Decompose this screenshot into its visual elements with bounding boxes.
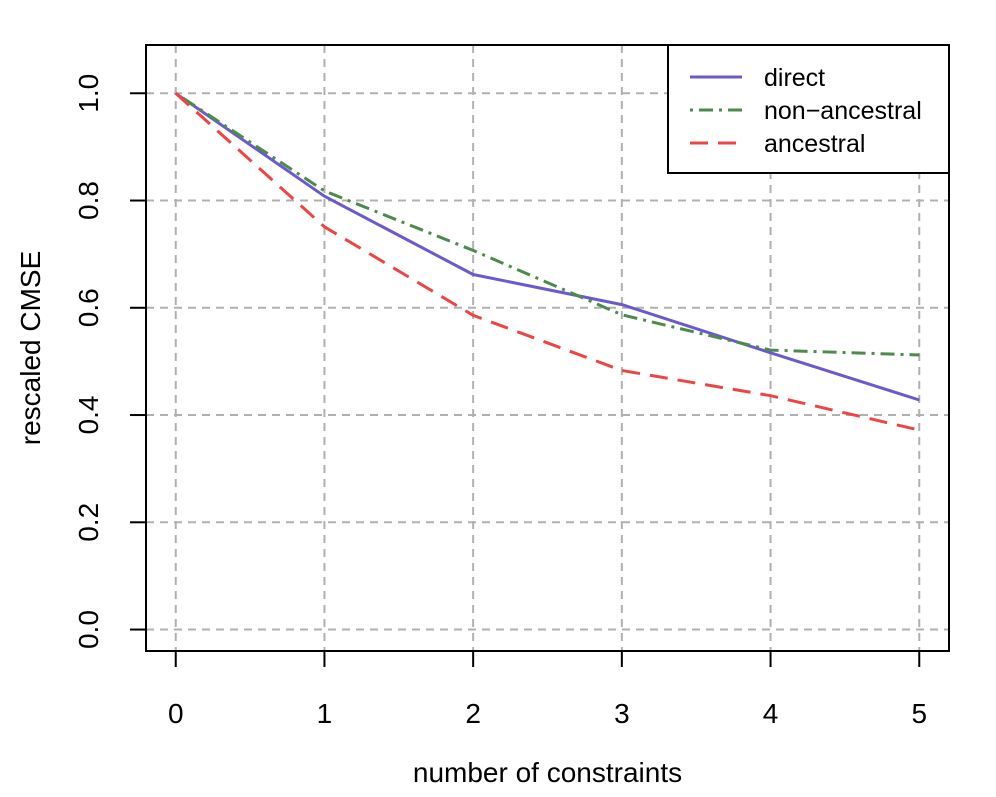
legend-label: non−ancestral <box>764 97 922 125</box>
y-axis-label: rescaled CMSE <box>15 251 46 446</box>
x-tick-label: 2 <box>465 698 481 729</box>
legend-box <box>667 44 950 174</box>
x-axis-label: number of constraints <box>413 757 682 788</box>
y-tick-label: 0.6 <box>73 288 104 327</box>
x-axis: 0 1 2 3 4 5 <box>168 650 927 729</box>
series-line-direct <box>174 92 920 402</box>
x-tick-label: 1 <box>317 698 333 729</box>
x-tick-label: 0 <box>168 698 184 729</box>
x-tick-label: 5 <box>911 698 927 729</box>
y-tick-label: 1.0 <box>73 74 104 113</box>
x-tick-label: 3 <box>614 698 630 729</box>
y-tick-label: 0.2 <box>73 503 104 542</box>
y-tick-label: 0.4 <box>73 396 104 435</box>
series-line-non-ancestral <box>174 92 920 357</box>
legend: direct non−ancestral ancestral <box>667 44 950 174</box>
series-line-ancestral <box>174 92 920 432</box>
legend-label: direct <box>764 64 825 92</box>
x-tick-label: 4 <box>763 698 779 729</box>
y-axis: 0.0 0.2 0.4 0.6 0.8 1.0 <box>73 74 147 649</box>
series-lines <box>174 92 920 432</box>
legend-label: ancestral <box>764 130 865 158</box>
y-tick-label: 0.0 <box>73 610 104 649</box>
y-tick-label: 0.8 <box>73 181 104 220</box>
grid <box>146 45 949 651</box>
